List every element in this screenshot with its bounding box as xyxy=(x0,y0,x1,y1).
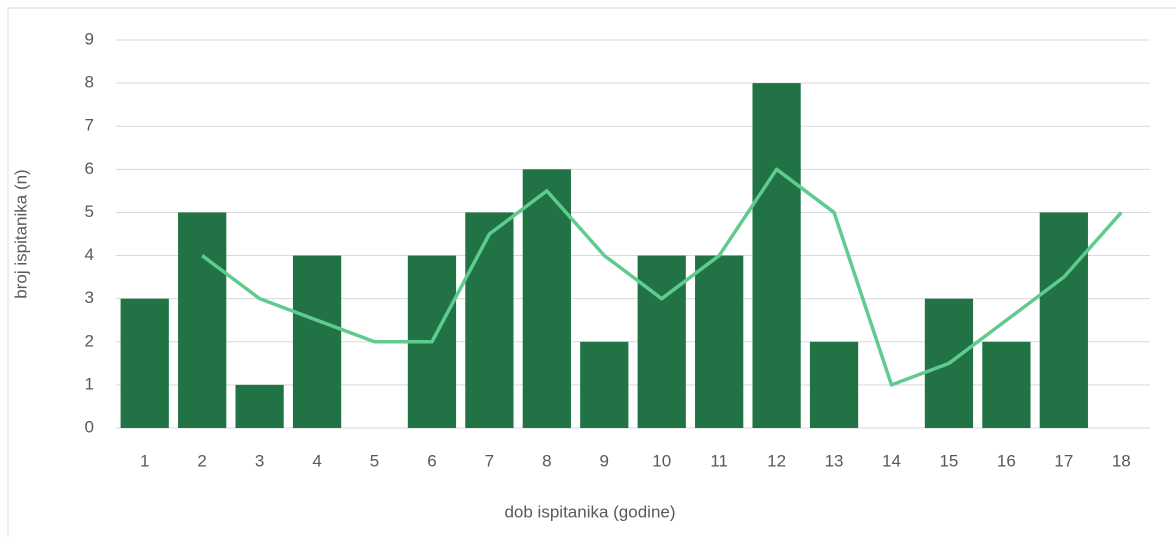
bar xyxy=(522,169,571,429)
y-tick-label: 8 xyxy=(85,73,94,92)
x-tick-label: 18 xyxy=(1112,451,1131,470)
bar xyxy=(1039,212,1088,428)
x-tick-label: 9 xyxy=(600,451,609,470)
bar xyxy=(982,341,1031,428)
y-tick-label: 1 xyxy=(85,374,94,393)
x-tick-label: 17 xyxy=(1054,451,1073,470)
x-tick-label: 3 xyxy=(255,451,264,470)
x-tick-label: 8 xyxy=(542,451,551,470)
x-tick-label: 4 xyxy=(312,451,321,470)
x-tick-label: 2 xyxy=(197,451,206,470)
y-axis-label: broj ispitanika (n) xyxy=(11,169,30,298)
bar xyxy=(235,384,284,428)
x-tick-label: 7 xyxy=(485,451,494,470)
chart-border xyxy=(7,7,1176,537)
bar xyxy=(752,83,801,428)
x-tick-label: 15 xyxy=(939,451,958,470)
bar xyxy=(465,212,514,428)
x-tick-label: 16 xyxy=(997,451,1016,470)
bar xyxy=(809,341,859,428)
bar xyxy=(637,255,686,428)
y-tick-label: 3 xyxy=(85,288,94,307)
bar xyxy=(292,255,342,428)
trend-line xyxy=(201,167,1123,387)
y-tick-label: 5 xyxy=(85,202,94,221)
y-tick-label: 0 xyxy=(85,417,94,436)
x-tick-label: 11 xyxy=(710,451,728,470)
y-tick-label: 2 xyxy=(85,331,94,350)
x-tick-label: 10 xyxy=(652,451,671,470)
x-axis-label: dob ispitanika (godine) xyxy=(504,502,675,521)
x-tick-label: 14 xyxy=(882,451,901,470)
bar xyxy=(695,255,744,428)
x-tick-label: 5 xyxy=(370,451,379,470)
y-tick-label: 6 xyxy=(85,159,94,178)
x-tick-label: 13 xyxy=(825,451,844,470)
y-tick-label: 4 xyxy=(85,245,94,264)
x-tick-label: 6 xyxy=(427,451,436,470)
bar xyxy=(580,341,629,428)
bar xyxy=(120,298,169,428)
y-tick-label: 9 xyxy=(85,29,94,48)
x-tick-label: 1 xyxy=(140,451,149,470)
bar xyxy=(178,212,227,428)
y-tick-label: 7 xyxy=(85,116,94,135)
x-tick-label: 12 xyxy=(767,451,786,470)
